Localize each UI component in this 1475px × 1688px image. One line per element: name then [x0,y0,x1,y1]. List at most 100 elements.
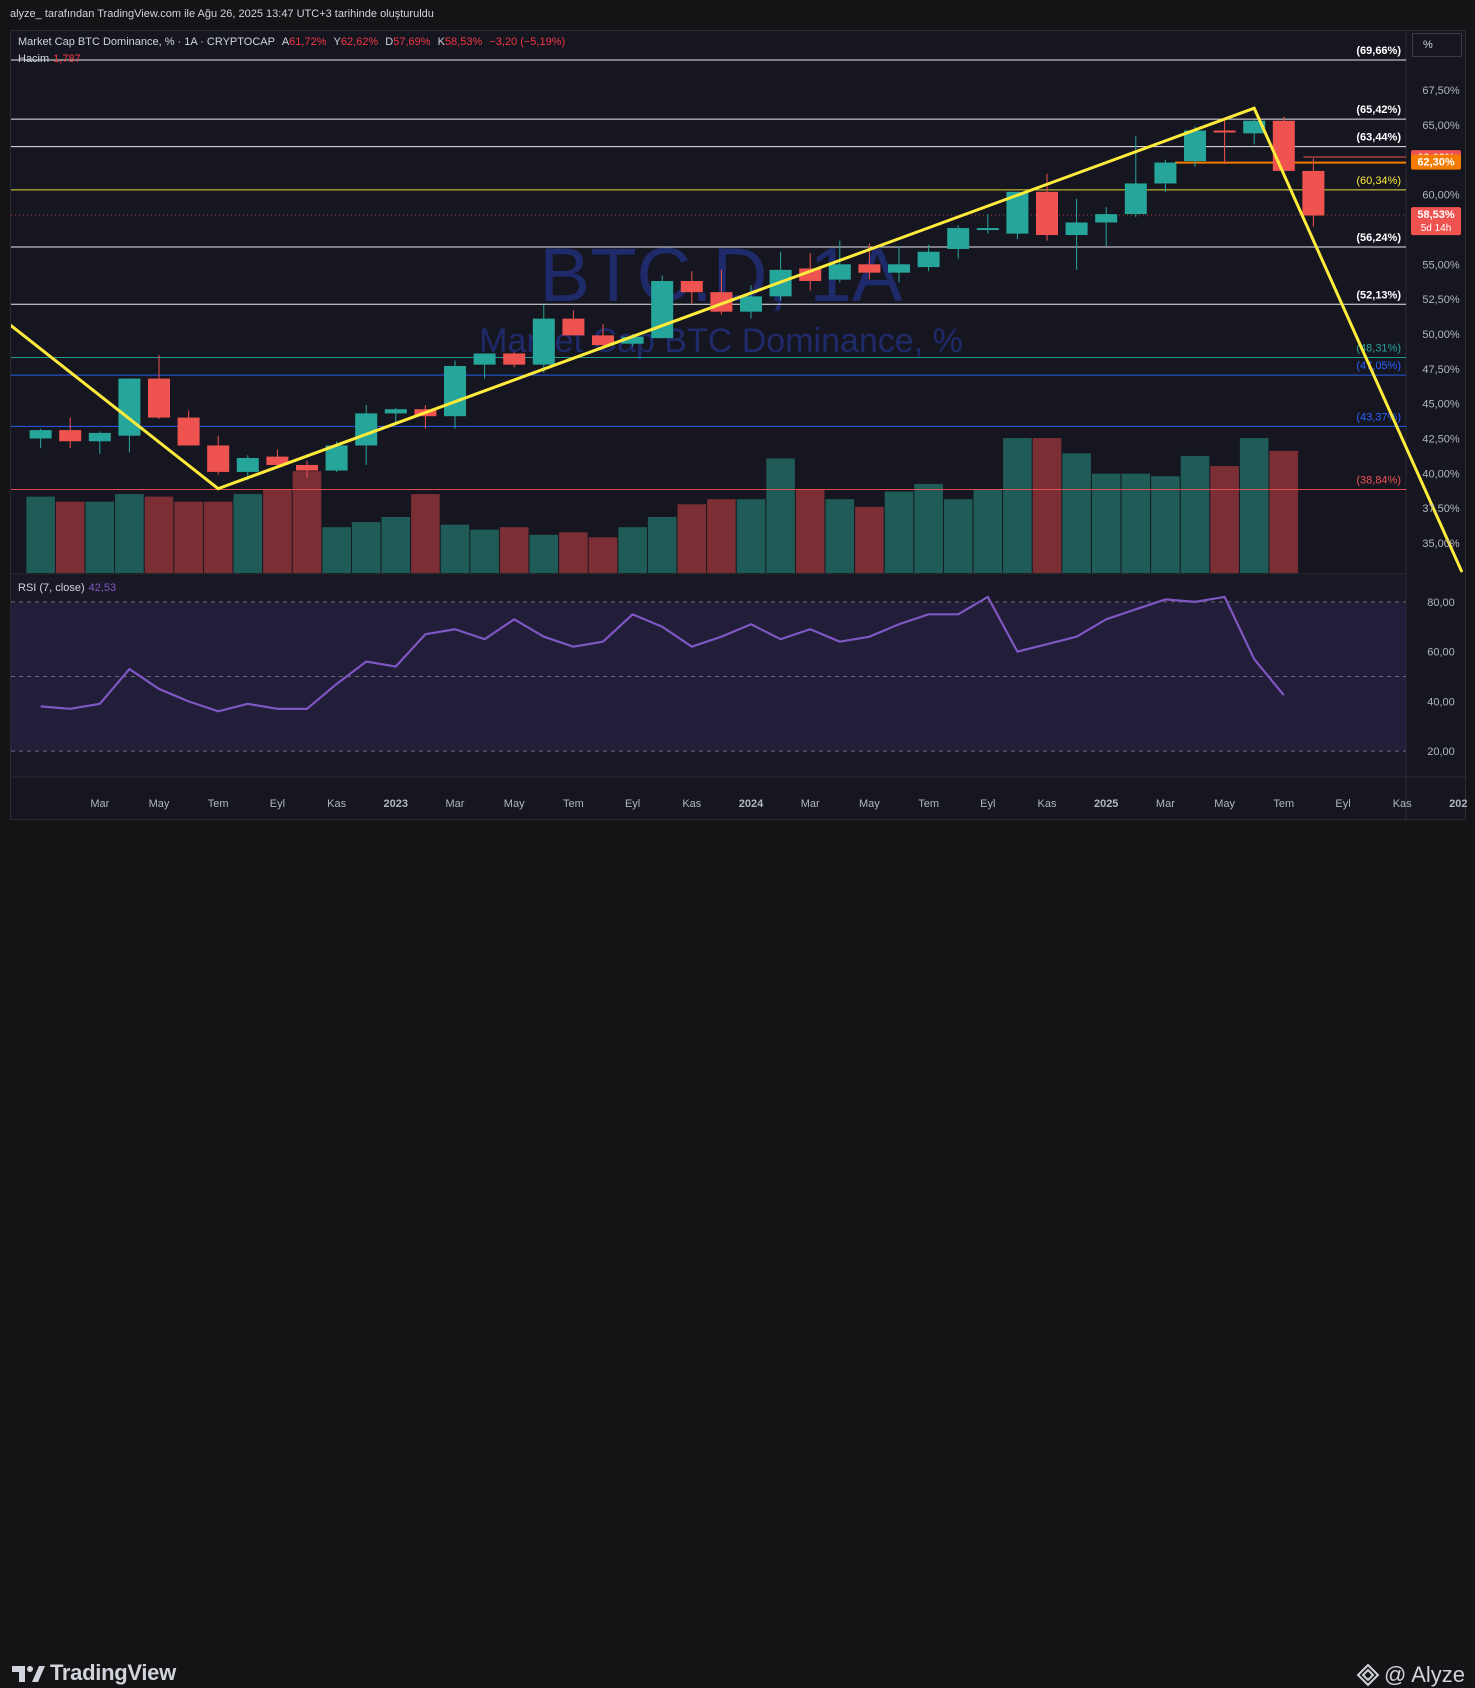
price-tick-label: 45,00% [1422,399,1460,411]
time-tick-label: Kas [327,798,346,810]
volume-bar [1091,473,1121,573]
trend-lines [11,106,1463,573]
level-label: (69,66%) [1356,45,1401,57]
time-tick-label: Tem [918,798,939,810]
volume-bar [1210,466,1239,573]
candle-body [858,264,881,273]
price-tick-label: 42,50% [1422,433,1460,445]
author-name: @ Alyze [1383,1662,1465,1687]
candle-body [296,464,318,471]
rsi-tick-label: 20,00 [1427,746,1455,758]
price-tick-label: 60,00% [1422,190,1460,202]
volume-bar [233,494,263,573]
change-value: −3,20 (−5,19%) [489,36,566,48]
price-tick-label: 35,00% [1422,538,1460,550]
time-tick-label: Mar [446,798,465,810]
volume-bar [499,527,529,573]
diamond-logo-icon [1356,1663,1380,1687]
candle-body [1184,130,1206,162]
low-key: D [385,36,394,48]
price-tick-label: 67,50% [1422,85,1460,97]
volume-legend: Hacim 1,787 [18,53,81,65]
price-tag-countdown: 5d 14h [1421,223,1452,234]
candle-body [621,336,644,344]
candle-body [1006,191,1029,234]
candles [29,116,1325,481]
price-tick-label: 65,00% [1422,120,1460,132]
time-tick-label: May [504,798,525,810]
price-tick-label: 37,50% [1422,503,1460,515]
volume-bar [292,471,322,573]
trend-line [11,324,220,491]
volume-label[interactable]: Hacim [18,53,50,65]
candle-body [828,264,851,280]
symbol-label[interactable]: Market Cap BTC Dominance, % · 1A · CRYPT… [18,36,275,48]
rsi-tick-label: 80,00 [1427,597,1455,609]
tradingview-mark-icon [12,1666,45,1682]
time-tick-label: Tem [1273,798,1294,810]
candle-body [917,251,940,268]
volume-bar [588,537,618,573]
volume-bar [1269,450,1299,573]
time-tick-label: Kas [1393,798,1412,810]
tradingview-logo[interactable]: TradingView [10,1660,176,1686]
volume-bar [707,499,736,573]
units-button[interactable]: % [1412,33,1462,57]
time-tick-label: May [859,798,880,810]
volume-bar [1239,438,1269,573]
time-tick-label: Mar [801,798,820,810]
chart-frame[interactable]: BTC.D, 1A Market Cap BTC Dominance, % (69,… [10,30,1467,821]
candle-body [976,228,999,231]
rsi-tick-label: 60,00 [1427,647,1455,659]
candle-body [799,268,822,282]
volume-bar [1032,438,1062,573]
footer: TradingView @ Alyze [0,822,1475,1687]
rsi-label[interactable]: RSI (7, close) [18,582,85,594]
price-tick-label: 55,00% [1422,259,1460,271]
volume-bar [351,522,381,573]
time-tick-label: 2025 [1094,798,1118,810]
candle-body [1065,222,1088,236]
volume-bar [795,489,825,573]
volume-bar [825,499,855,573]
candle-body [207,445,230,472]
time-tick-label: Eyl [270,798,285,810]
volume-bar [529,534,559,573]
candle-body [1213,130,1236,133]
candle-body [503,353,526,365]
rsi-tick-label: 40,00 [1427,696,1455,708]
level-label: (65,42%) [1356,104,1401,116]
volume-bar [1121,473,1151,573]
candle-body [29,430,52,439]
level-label: (63,44%) [1356,132,1401,144]
trend-line [216,106,1256,491]
volume-bars [26,438,1299,573]
candle-body [947,228,970,249]
candle-body [532,318,555,365]
candle-body [88,432,111,442]
time-tick-label: Kas [682,798,701,810]
rsi-line [40,595,1285,713]
candle-body [148,378,170,418]
candle-body [59,430,82,442]
volume-bar [943,499,973,573]
rsi-value: 42,53 [88,582,117,594]
volume-bar [381,517,411,573]
tradingview-brand: TradingView [50,1660,176,1685]
volume-bar [322,527,351,573]
candle-body [680,281,703,293]
volume-bar [766,458,795,573]
time-tick-label: Mar [1156,798,1175,810]
volume-bar [1180,455,1210,573]
time-tick-label: Tem [208,798,229,810]
horizontal-levels: (69,66%) (65,42%) (63,44%) (60,34%) (56,24%)… [11,45,1406,490]
volume-bar [973,489,1003,573]
volume-bar [855,506,884,573]
close-key: K [437,36,445,48]
volume-bar [55,501,85,573]
candle-body [562,318,585,336]
open-value: 61,72% [289,36,327,48]
time-tick-label: Eyl [980,798,995,810]
candle-body [1154,162,1177,184]
